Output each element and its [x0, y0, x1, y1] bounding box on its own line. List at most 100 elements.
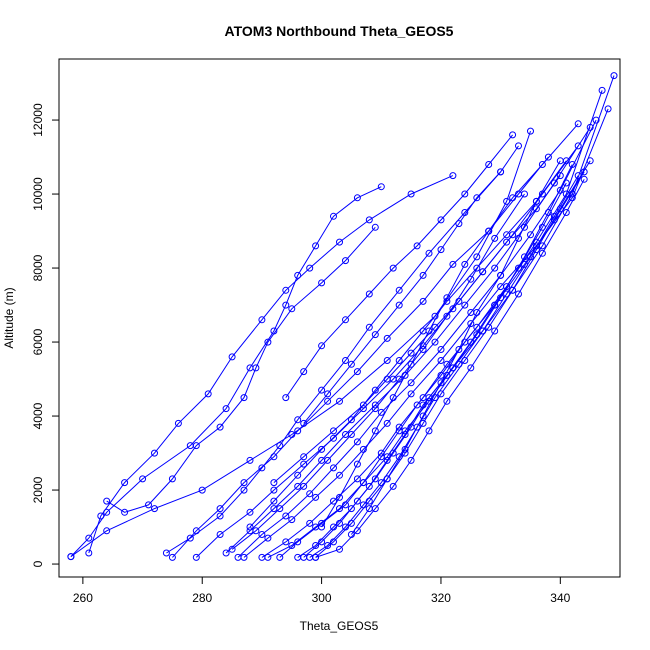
data-point: [294, 471, 302, 479]
data-point: [371, 405, 379, 413]
data-point: [538, 249, 546, 257]
data-point: [479, 268, 487, 276]
series-layer: [67, 72, 618, 561]
series-10: [240, 105, 612, 561]
data-point: [270, 486, 278, 494]
data-point: [204, 390, 212, 398]
data-point: [85, 549, 93, 557]
data-point: [437, 379, 445, 387]
data-point: [347, 531, 355, 538]
data-point: [300, 419, 308, 427]
data-point: [121, 508, 129, 516]
data-point: [407, 390, 415, 398]
data-point: [467, 364, 475, 372]
data-point: [264, 534, 272, 542]
data-point: [342, 357, 349, 364]
data-point: [97, 512, 105, 520]
data-point: [336, 545, 343, 553]
data-point: [371, 223, 379, 231]
data-point: [222, 405, 230, 413]
data-point: [532, 205, 540, 213]
data-point: [568, 161, 576, 168]
data-point: [264, 338, 272, 346]
data-point: [473, 194, 481, 202]
data-point: [347, 505, 355, 513]
data-point: [461, 357, 469, 364]
series-line: [231, 193, 525, 550]
series-6: [168, 153, 552, 561]
data-point: [389, 264, 397, 272]
data-point: [336, 505, 343, 513]
data-point: [336, 471, 343, 479]
data-point: [383, 357, 391, 364]
data-point: [294, 271, 302, 279]
data-point: [336, 397, 343, 405]
data-point: [240, 553, 248, 561]
data-point: [353, 194, 361, 202]
data-point: [592, 116, 600, 124]
data-point: [515, 234, 522, 242]
data-point: [318, 279, 326, 287]
data-point: [258, 531, 266, 538]
data-point: [437, 216, 445, 224]
data-point: [371, 386, 379, 394]
data-point: [467, 320, 475, 328]
data-point: [240, 394, 248, 402]
data-point: [515, 264, 522, 272]
data-point: [294, 538, 302, 546]
data-point: [276, 442, 284, 450]
data-point: [318, 538, 326, 546]
data-point: [121, 479, 129, 487]
data-point: [342, 501, 349, 509]
data-point: [407, 360, 415, 368]
data-point: [485, 227, 493, 235]
data-point: [103, 497, 111, 505]
data-point: [252, 527, 260, 535]
data-point: [359, 479, 367, 487]
x-tick-label: 340: [550, 591, 570, 605]
data-point: [324, 456, 332, 464]
data-point: [139, 475, 147, 483]
data-point: [556, 205, 564, 213]
data-point: [407, 190, 415, 198]
data-point: [556, 172, 564, 180]
data-point: [365, 482, 373, 490]
data-point: [365, 216, 373, 224]
data-point: [580, 168, 588, 176]
data-point: [282, 286, 290, 294]
data-point: [270, 453, 278, 461]
x-axis: 260 280 300 320 340: [73, 576, 571, 605]
data-point: [527, 231, 534, 239]
data-point: [497, 168, 505, 176]
y-axis-label: Altitude (m): [2, 287, 16, 348]
data-point: [85, 534, 93, 542]
data-point: [461, 190, 469, 198]
data-point: [377, 408, 385, 416]
y-tick-label: 12000: [31, 103, 45, 137]
data-point: [389, 449, 397, 457]
data-point: [538, 161, 546, 168]
data-point: [449, 172, 457, 180]
data-point: [509, 286, 517, 294]
series-20: [246, 157, 570, 531]
data-point: [216, 531, 224, 538]
data-point: [527, 127, 534, 135]
data-point: [216, 505, 224, 513]
data-point: [168, 553, 176, 561]
data-point: [473, 253, 481, 261]
data-point: [383, 375, 391, 383]
data-point: [383, 334, 391, 342]
y-tick-label: 6000: [31, 328, 45, 355]
data-point: [365, 290, 373, 298]
series-line: [321, 123, 579, 528]
data-point: [562, 209, 570, 216]
y-axis: 0 2000 4000 6000 8000 10000 12000: [31, 103, 60, 567]
data-point: [467, 275, 475, 283]
data-point: [258, 316, 266, 324]
data-point: [246, 508, 254, 516]
data-point: [336, 238, 343, 246]
data-point: [282, 512, 290, 520]
series-line: [70, 130, 531, 558]
data-point: [521, 190, 528, 198]
data-point: [371, 475, 379, 483]
